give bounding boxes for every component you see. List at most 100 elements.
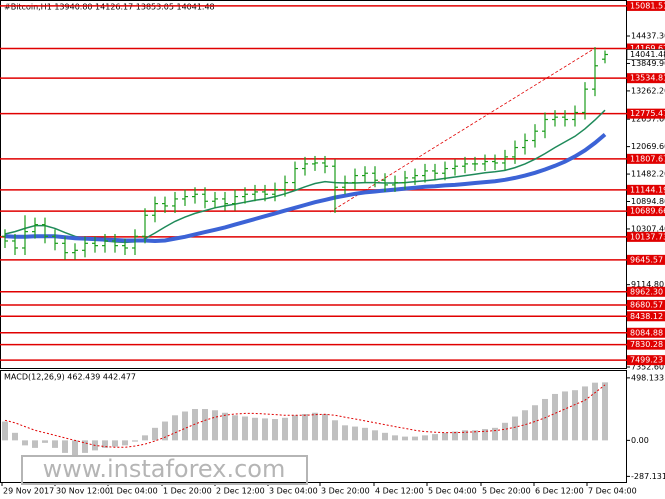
y-tick-label: 0.00: [631, 436, 649, 445]
y-tick-label: 13849.90: [631, 59, 665, 68]
macd-bar: [572, 390, 578, 441]
macd-bar: [72, 440, 78, 456]
macd-bar: [462, 430, 468, 441]
macd-bar: [282, 417, 288, 441]
last-price-box: [626, 49, 665, 60]
level-box: [627, 327, 665, 338]
level-label: 10689.66: [630, 207, 665, 216]
macd-bar: [22, 440, 28, 446]
macd-bar: [232, 415, 238, 441]
macd-bar: [312, 412, 318, 441]
header: #Bitcoin,H1 13940.80 14126.17 13853.05 1…: [4, 3, 215, 12]
macd-bar: [162, 421, 168, 441]
y-tick-label: 13262.20: [631, 86, 665, 95]
macd-bar: [382, 432, 388, 441]
macd-bar: [542, 398, 548, 441]
x-tick-label: 2 Dec 12:00: [216, 487, 265, 496]
level-label: 10137.73: [630, 232, 665, 241]
macd-bar: [292, 415, 298, 441]
macd-bar: [512, 416, 518, 441]
level-box: [627, 311, 665, 322]
macd-bar: [522, 410, 528, 441]
y-tick-label: 7352.60: [631, 362, 664, 371]
macd-bar: [602, 382, 608, 441]
macd-bar: [192, 409, 198, 441]
y-tick-label: 10307.40: [631, 224, 665, 233]
macd-bar: [492, 427, 498, 441]
macd-bar: [112, 440, 118, 447]
level-label: 14169.62: [630, 44, 665, 53]
x-tick-label: 3 Dec 20:00: [321, 487, 370, 496]
macd-bar: [562, 391, 568, 441]
macd-bar: [432, 434, 438, 441]
macd-bar: [472, 430, 478, 441]
macd-bar: [322, 414, 328, 441]
level-box: [627, 254, 665, 265]
macd-bar: [252, 417, 258, 441]
macd-bar: [242, 416, 248, 441]
last-price-label: 14041.48: [630, 50, 665, 59]
macd-bar: [2, 421, 8, 441]
level-label: 7830.28: [630, 340, 663, 349]
macd-bar: [592, 382, 598, 441]
y-tick-label: 9114.80: [631, 280, 664, 289]
x-tick-label: 1 Dec 04:00: [109, 487, 158, 496]
macd-bar: [32, 440, 38, 448]
level-box: [627, 153, 665, 164]
level-label: 8680.57: [630, 300, 663, 309]
macd-bar: [42, 440, 48, 443]
macd-bar: [392, 435, 398, 441]
macd-bar: [422, 435, 428, 441]
level-label: 12775.47: [630, 109, 665, 118]
x-tick-label: 29 Nov 2017: [3, 487, 54, 496]
level-box: [627, 108, 665, 119]
macd-bar: [272, 419, 278, 441]
macd-bar: [582, 386, 588, 441]
macd-bar: [552, 393, 558, 441]
x-tick-label: 5 Dec 04:00: [428, 487, 477, 496]
x-tick-label: 5 Dec 20:00: [482, 487, 531, 496]
macd-bar: [172, 415, 178, 441]
macd-bar: [372, 430, 378, 441]
signal-line: [4, 384, 606, 448]
level-box: [627, 0, 665, 11]
macd-bar: [362, 427, 368, 441]
x-tick-label: 6 Dec 12:00: [535, 487, 584, 496]
macd-bar: [502, 422, 508, 441]
watermark: www.instaforex.com: [21, 455, 308, 485]
level-label: 13534.81: [630, 74, 665, 83]
level-label: 11144.19: [630, 185, 665, 194]
macd-bar: [62, 440, 68, 453]
macd-bar: [332, 420, 338, 441]
level-label: 8962.30: [630, 287, 663, 296]
x-tick-label: 30 Nov 12:00: [56, 487, 110, 496]
macd-bar: [342, 425, 348, 441]
watermark-text: www.instaforex.com: [43, 455, 286, 483]
x-tick-label: 4 Dec 12:00: [375, 487, 424, 496]
macd-bar: [452, 431, 458, 441]
level-box: [627, 73, 665, 84]
macd-title: MACD(12,26,9) 462.439 442.477: [4, 373, 136, 382]
macd-bar: [152, 427, 158, 441]
macd-bar: [222, 412, 228, 441]
level-box: [627, 184, 665, 195]
y-tick-label: 12069.60: [631, 142, 665, 151]
macd-bar: [12, 432, 18, 441]
level-label: 7499.23: [630, 356, 663, 365]
macd-bar: [482, 429, 488, 441]
level-box: [627, 231, 665, 242]
macd-bar: [142, 435, 148, 441]
macd-bar: [82, 440, 88, 453]
macd-bar: [532, 405, 538, 441]
macd-bar: [412, 436, 418, 441]
y-tick-label: 498.133: [631, 373, 664, 382]
y-tick-label: 10894.80: [631, 197, 665, 206]
trend-line: [329, 49, 593, 213]
level-label: 11807.67: [630, 154, 665, 163]
macd-bar: [202, 409, 208, 441]
level-box: [627, 339, 665, 350]
macd-bar: [132, 440, 138, 442]
level-box: [627, 43, 665, 54]
y-tick-label: 14437.30: [631, 32, 665, 41]
